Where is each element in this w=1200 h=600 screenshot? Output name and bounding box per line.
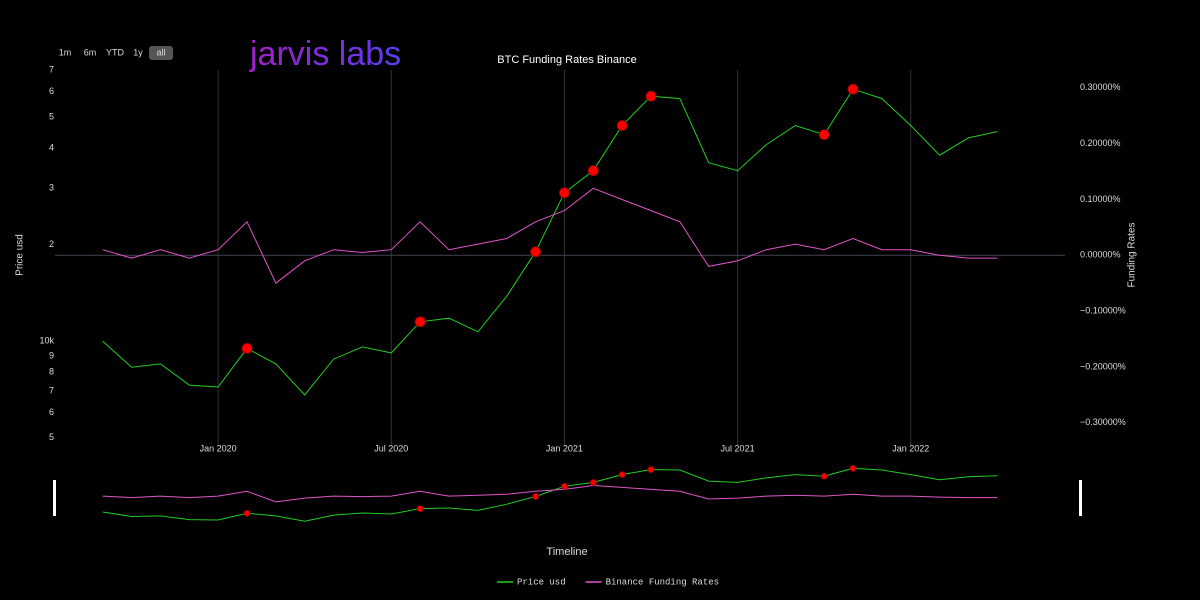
y-tick-label: 6 [49,86,54,96]
marker [618,471,626,479]
range-button[interactable] [56,46,74,60]
range-button[interactable] [80,46,100,60]
marker [587,165,599,177]
x-axis-label: Timeline [546,546,587,558]
marker [589,479,597,486]
y-tick-label: 5 [49,111,54,121]
logo: jarvis labs [249,35,401,73]
marker [416,505,424,513]
range-slider-line [102,467,998,522]
legend-label: Price usd [517,577,566,587]
range-button[interactable] [102,46,128,60]
marker [414,316,426,328]
range-selector: 1m 6m YTD 1y all [56,46,173,60]
range-button[interactable] [130,46,146,60]
y2-tick-label: 0.10000% [1080,194,1121,204]
marker [645,90,657,102]
x-tick-label: Jul 2021 [721,443,755,453]
marker [561,482,568,490]
legend-label: Binance Funding Rates [606,577,719,587]
marker [849,464,857,472]
marker [818,129,830,141]
y-tick-label: 6 [49,407,54,417]
y2-tick-label: 0.20000% [1080,138,1121,148]
marker [616,120,628,131]
y-tick-label: 4 [49,142,54,152]
y2-tick-label: 0.00000% [1080,250,1121,260]
y-tick-label: 2 [49,239,54,249]
range-button-label[interactable]: YTD [106,47,125,57]
x-tick-label: Jan 2022 [892,443,929,453]
range-button-label[interactable]: 6m [84,47,97,57]
y2-tick-label: −0.20000% [1080,361,1126,371]
marker [847,83,859,95]
series-line [102,88,998,396]
series-line [102,187,998,284]
range-button[interactable] [149,46,173,60]
y-tick-label: 9 [49,350,54,360]
slider-handle[interactable] [53,480,56,516]
marker [820,472,828,480]
x-tick-label: Jul 2020 [374,443,408,453]
y-tick-label: 7 [49,385,54,395]
range-button-label[interactable]: 1m [59,47,72,57]
range-slider-line [102,484,998,503]
x-tick-label: Jan 2020 [200,443,237,453]
marker [559,187,570,199]
y2-tick-label: −0.10000% [1080,305,1126,315]
marker [530,246,541,258]
range-button-label[interactable]: 1y [133,47,143,57]
marker [243,509,251,517]
y-tick-label: 3 [49,182,54,192]
range-button-label[interactable]: all [156,47,165,57]
marker [532,493,539,500]
x-tick-label: Jan 2021 [546,443,583,453]
y-tick-label: 8 [49,367,54,377]
y-tick-label: 5 [49,432,54,442]
y2-tick-label: 0.30000% [1080,82,1121,92]
chart-title: BTC Funding Rates Binance [497,54,636,66]
y-tick-label: 7 [49,64,54,74]
y-tick-label: 10k [39,336,54,346]
y2-axis-label: Funding Rates [1127,222,1138,287]
y2-tick-label: −0.30000% [1080,417,1126,427]
slider-handle[interactable] [1079,480,1082,516]
marker [647,466,655,473]
y-axis-label: Price usd [15,234,26,276]
marker [241,342,253,354]
